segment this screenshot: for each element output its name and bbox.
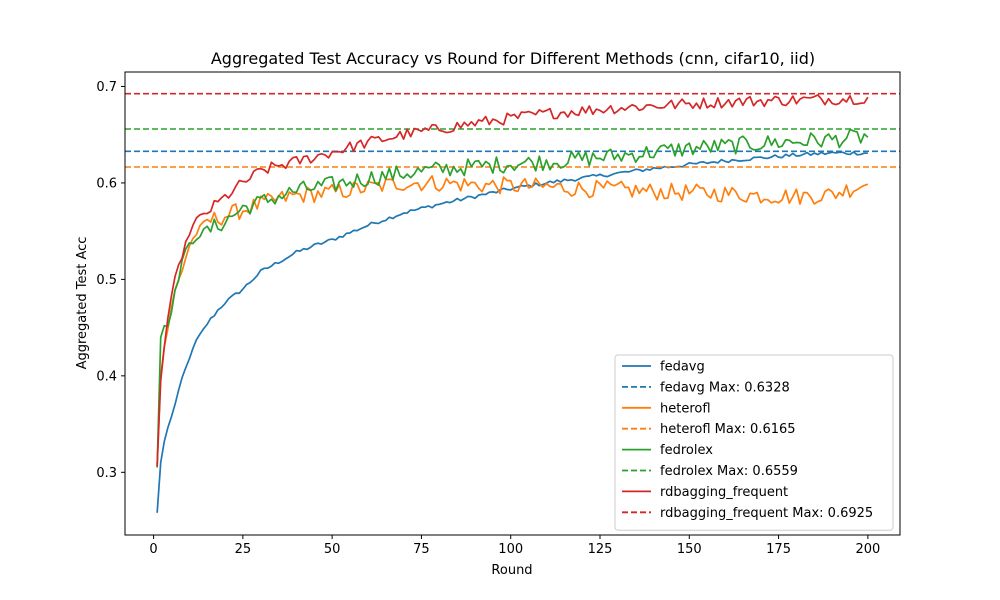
plot-lines (125, 92, 900, 513)
series-line-rdbagging_frequent (156, 94, 869, 467)
legend-box (614, 354, 894, 531)
x-tick-label: 25 (235, 542, 252, 557)
x-tick-label: 125 (588, 542, 613, 557)
y-tick-label: 0.7 (96, 80, 117, 95)
y-tick-label: 0.5 (96, 273, 117, 288)
legend-label: fedavg (660, 360, 705, 375)
legend-label: fedrolex (660, 443, 713, 458)
legend-label: rdbagging_frequent (660, 485, 788, 500)
y-tick-label: 0.6 (96, 176, 117, 191)
chart-title: Aggregated Test Accuracy vs Round for Di… (211, 49, 815, 68)
legend-label: fedrolex Max: 0.6559 (660, 464, 798, 479)
legend-label: heterofl Max: 0.6165 (660, 422, 796, 437)
legend: fedavg fedavg Max: 0.6328 heterofl heterofl… (614, 354, 894, 531)
axes-frame (124, 71, 901, 536)
x-tick-label: 100 (498, 542, 523, 557)
x-tick-label: 175 (766, 542, 791, 557)
y-tick-label: 0.3 (96, 466, 117, 481)
x-axis: 0 25 50 75 100 125 150 175 200 (149, 535, 880, 557)
x-tick-label: 200 (855, 542, 880, 557)
x-axis-label: Round (491, 563, 532, 578)
series-line-heterofl (156, 175, 869, 465)
y-axis: 0.3 0.4 0.5 0.6 0.7 (96, 80, 125, 481)
y-tick-label: 0.4 (96, 369, 117, 384)
legend-label: fedavg Max: 0.6328 (660, 380, 790, 395)
series-line-fedavg (156, 151, 868, 513)
x-tick-label: 0 (149, 542, 157, 557)
legend-label: rdbagging_frequent Max: 0.6925 (660, 506, 873, 521)
series-line-fedrolex (156, 128, 869, 468)
y-axis-label: Aggregated Test Acc (75, 237, 90, 370)
x-tick-label: 150 (677, 542, 702, 557)
legend-label: heterofl (660, 401, 711, 416)
x-tick-label: 50 (324, 542, 341, 557)
x-tick-label: 75 (413, 542, 430, 557)
